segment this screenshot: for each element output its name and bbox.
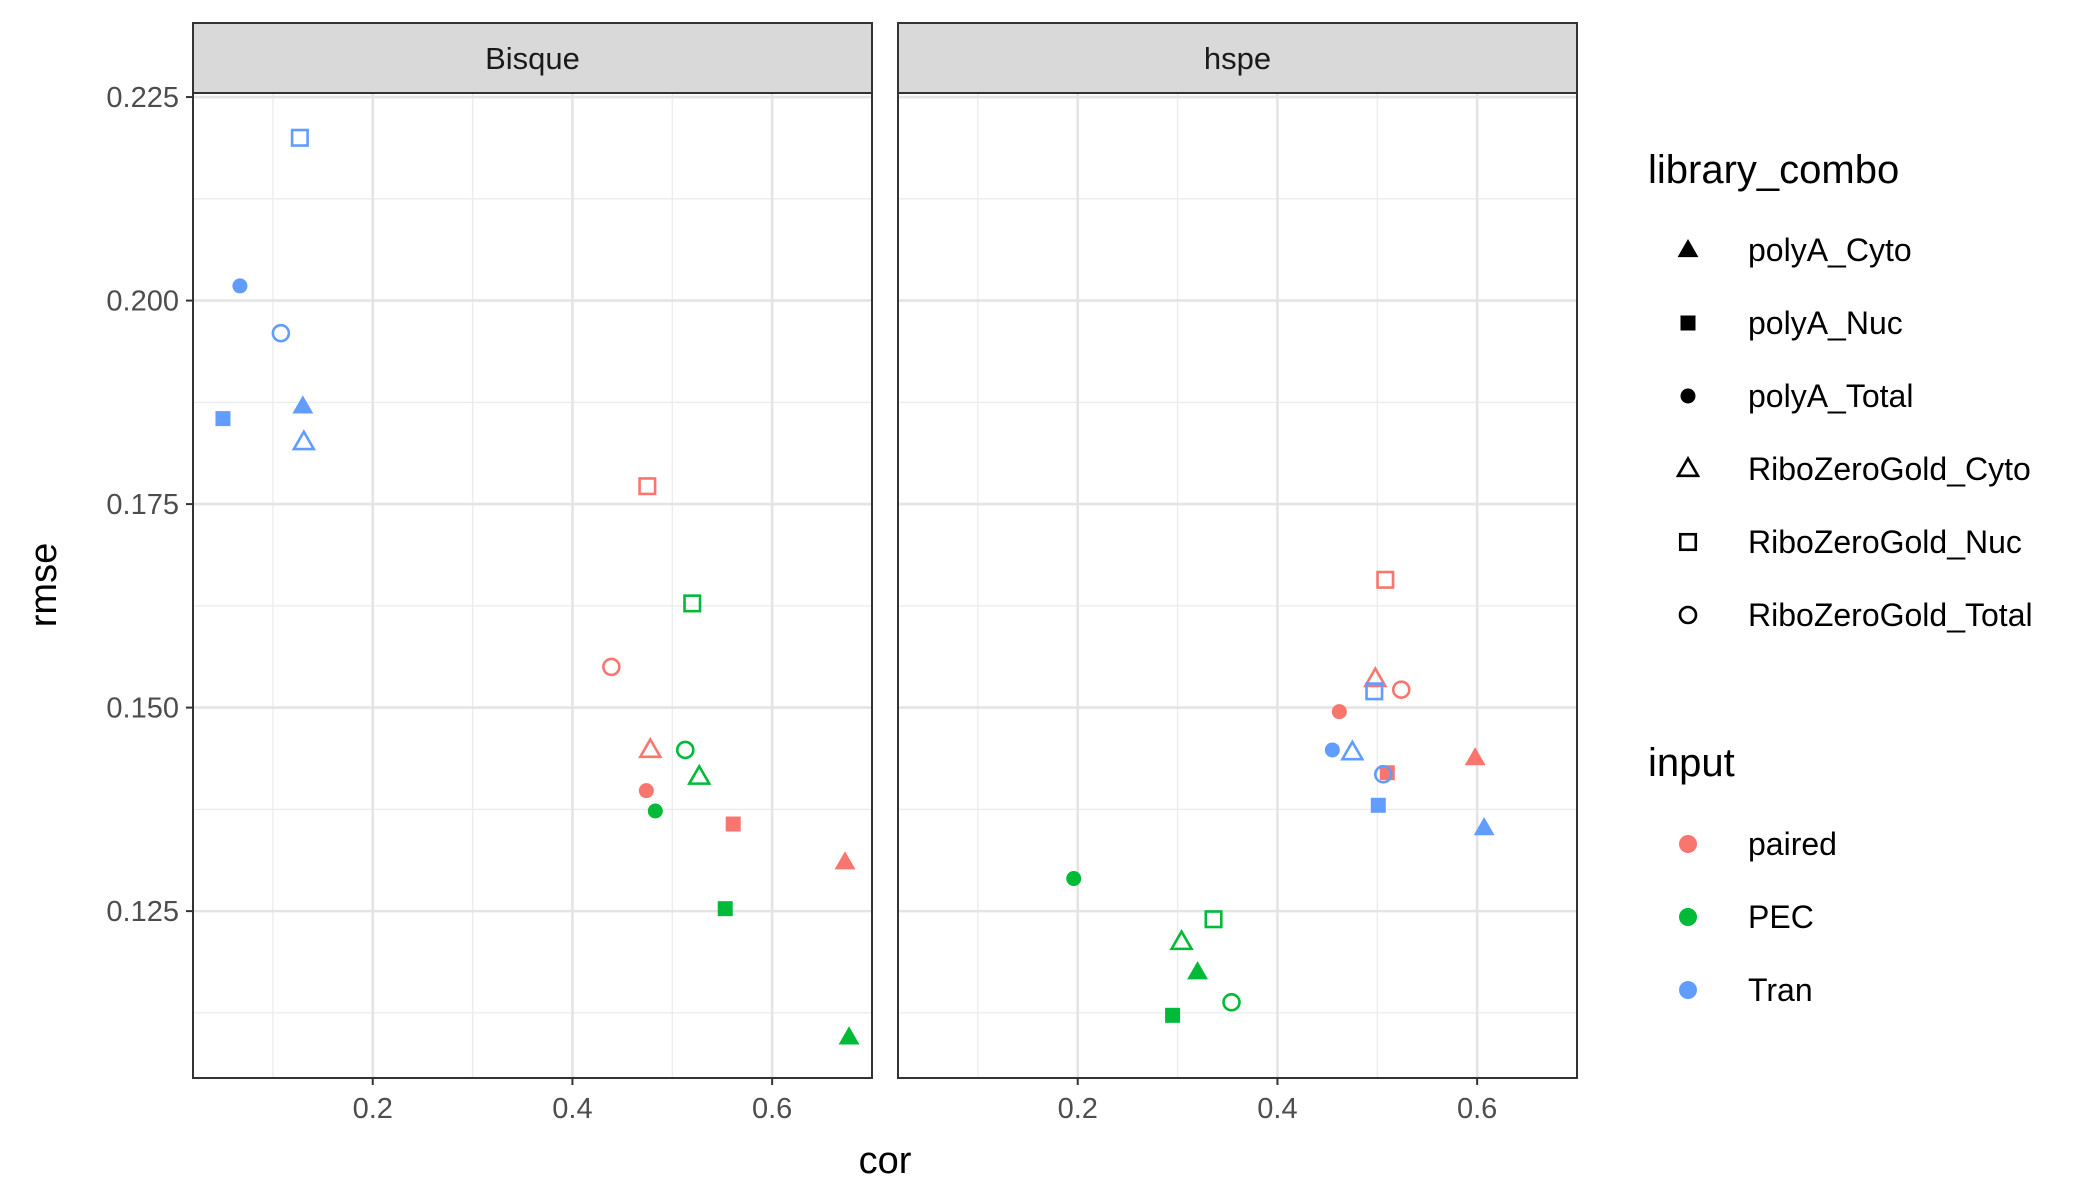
data-point-paired-ribozerogold-nuc: [1376, 570, 1395, 589]
data-point-tran-ribozerogold-nuc: [290, 128, 309, 147]
legend-key-paired: [1679, 835, 1697, 853]
panel-background: [898, 93, 1577, 1078]
x-axis-title: cor: [859, 1140, 912, 1182]
data-point-pec-polya-nuc: [717, 901, 733, 917]
legend: library_combo polyA_Cyto polyA_Nuc polyA_To…: [1648, 148, 2033, 1008]
x-tick-label: 0.6: [1457, 1093, 1497, 1125]
y-tick-label: 0.225: [106, 82, 179, 114]
data-point-tran-polya-cyto: [292, 395, 314, 414]
data-point-paired-ribozerogold-cyto: [1363, 666, 1388, 688]
legend-input: input paired PEC Tran: [1648, 741, 1837, 1008]
data-point-tran-polya-total: [232, 278, 248, 294]
data-point-pec-polya-total: [1066, 871, 1082, 887]
data-point-pec-ribozerogold-cyto: [687, 763, 712, 785]
y-tick-label: 0.150: [106, 693, 179, 725]
data-point-pec-ribozerogold-nuc: [683, 594, 702, 613]
x-tick-label: 0.2: [1058, 1093, 1098, 1125]
legend-key-ribozerogold-nuc: [1678, 532, 1698, 552]
data-point-pec-polya-total: [647, 803, 663, 819]
legend-label: paired: [1748, 826, 1837, 862]
data-point-pec-polya-nuc: [1165, 1007, 1181, 1023]
legend-label: polyA_Nuc: [1748, 305, 1903, 341]
data-point-pec-ribozerogold-cyto: [1169, 928, 1194, 951]
data-point-tran-polya-nuc: [1370, 797, 1386, 813]
data-point-tran-ribozerogold-nuc: [1365, 682, 1384, 701]
x-tick-label: 0.4: [552, 1093, 592, 1125]
data-point-pec-polya-cyto: [838, 1026, 860, 1045]
data-point-paired-polya-total: [1331, 704, 1347, 720]
data-point-tran-ribozerogold-cyto: [291, 429, 317, 451]
legend-label: PEC: [1748, 899, 1814, 935]
legend-label: Tran: [1748, 972, 1813, 1008]
data-point-tran-polya-total: [1324, 742, 1340, 758]
facet-strip: [897, 22, 1578, 94]
x-axis: 0.2 0.4 0.6 0.2 0.4 0.6: [353, 1078, 1497, 1125]
panel-background: [193, 93, 872, 1078]
data-point-paired-polya-total: [638, 783, 654, 799]
legend-key-ribozerogold-cyto: [1675, 455, 1701, 478]
data-point-paired-polya-cyto: [834, 851, 856, 870]
legend-key-tran: [1679, 981, 1697, 999]
facet-panel-bisque: Bisque: [192, 22, 873, 1079]
facet-panel-hspe: hspe: [897, 22, 1578, 1079]
legend-label: RiboZeroGold_Cyto: [1748, 451, 2031, 487]
data-point-paired-ribozerogold-total: [1391, 680, 1411, 699]
data-point-pec-ribozerogold-total: [675, 740, 695, 760]
data-point-paired-ribozerogold-nuc: [638, 477, 657, 496]
legend-label: RiboZeroGold_Total: [1748, 597, 2033, 633]
x-tick-label: 0.6: [752, 1093, 792, 1125]
data-point-paired-ribozerogold-total: [602, 657, 621, 677]
legend-key-polya-cyto: [1677, 239, 1699, 258]
legend-library-combo: library_combo polyA_Cyto polyA_Nuc polyA_To…: [1648, 148, 2033, 633]
x-tick-label: 0.2: [353, 1093, 393, 1125]
data-point-paired-polya-nuc: [725, 816, 741, 832]
legend-label: RiboZeroGold_Nuc: [1748, 524, 2022, 560]
data-point-pec-polya-cyto: [1187, 961, 1209, 980]
y-tick-label: 0.175: [106, 489, 179, 521]
data-point-pec-ribozerogold-nuc: [1204, 910, 1223, 929]
data-point-tran-polya-nuc: [215, 411, 231, 427]
facet-strip-label-bisque: Bisque: [485, 41, 580, 76]
legend-key-polya-total: [1680, 388, 1696, 404]
legend-key-ribozerogold-total: [1678, 605, 1698, 625]
legend-label: polyA_Cyto: [1748, 232, 1912, 268]
legend-label: polyA_Total: [1748, 378, 1913, 414]
y-axis-title: rmse: [23, 543, 65, 627]
legend-key-polya-nuc: [1680, 315, 1696, 331]
facet-strip-label-hspe: hspe: [1204, 41, 1271, 76]
data-point-paired-ribozerogold-cyto: [638, 736, 663, 759]
data-point-tran-ribozerogold-cyto: [1340, 739, 1365, 761]
data-point-tran-polya-cyto: [1473, 817, 1495, 836]
legend-title: library_combo: [1648, 148, 1899, 192]
x-tick-label: 0.4: [1257, 1093, 1297, 1125]
y-tick-label: 0.125: [106, 896, 179, 928]
facet-strip: [192, 22, 873, 94]
legend-title: input: [1648, 741, 1735, 785]
y-tick-label: 0.200: [106, 286, 179, 318]
data-point-tran-ribozerogold-total: [271, 323, 291, 343]
facet-panels: Bisque hspe: [192, 22, 1578, 1079]
data-point-tran-ribozerogold-total: [1373, 765, 1393, 784]
legend-key-pec: [1679, 908, 1697, 926]
data-point-paired-polya-cyto: [1464, 747, 1486, 766]
y-axis: 0.125 0.150 0.175 0.200 0.225: [106, 82, 193, 928]
data-point-pec-ribozerogold-total: [1222, 992, 1241, 1012]
